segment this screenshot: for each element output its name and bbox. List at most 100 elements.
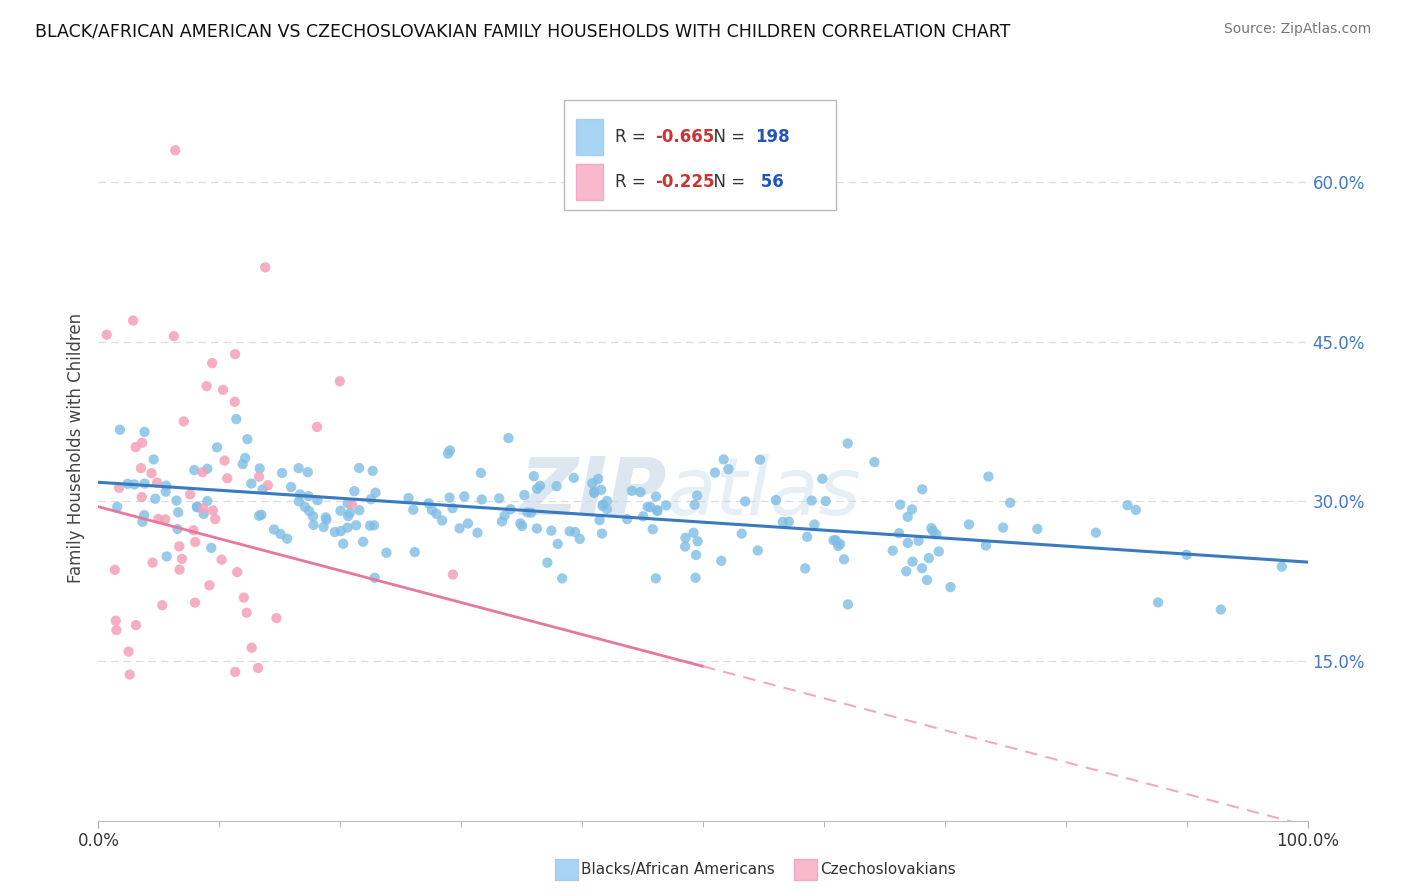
Point	[471, 492, 494, 507]
Point	[118, 667, 141, 681]
Bar	[794, 859, 817, 880]
Point	[901, 502, 924, 516]
Point	[516, 505, 538, 519]
Point	[122, 477, 145, 491]
Point	[247, 508, 270, 523]
Point	[811, 472, 834, 486]
Point	[163, 329, 186, 343]
Point	[329, 374, 352, 388]
Point	[887, 526, 910, 541]
Point	[343, 484, 366, 499]
Point	[925, 527, 948, 541]
Point	[911, 483, 934, 497]
Point	[1116, 498, 1139, 512]
Point	[173, 414, 195, 428]
Point	[547, 537, 569, 551]
Point	[224, 394, 246, 409]
Point	[631, 509, 654, 524]
Point	[108, 423, 131, 437]
Point	[142, 556, 165, 570]
Point	[193, 507, 215, 521]
Point	[494, 508, 516, 523]
Point	[336, 496, 359, 510]
Point	[212, 383, 235, 397]
Point	[211, 552, 233, 566]
Point	[551, 571, 574, 585]
Point	[526, 521, 548, 535]
Point	[682, 525, 704, 540]
Point	[457, 516, 479, 531]
Point	[165, 143, 187, 157]
Point	[616, 512, 638, 526]
Text: Source: ZipAtlas.com: Source: ZipAtlas.com	[1223, 22, 1371, 37]
Point	[939, 580, 962, 594]
Text: Czechoslovakians: Czechoslovakians	[820, 863, 956, 877]
Point	[1026, 522, 1049, 536]
Point	[731, 526, 754, 541]
Point	[889, 498, 911, 512]
Point	[217, 471, 239, 485]
Point	[441, 501, 464, 516]
Point	[439, 491, 461, 505]
Point	[583, 484, 606, 499]
Point	[247, 469, 270, 483]
Point	[141, 466, 163, 480]
Point	[568, 532, 591, 546]
Point	[800, 493, 823, 508]
Point	[195, 494, 218, 508]
Point	[184, 596, 207, 610]
Point	[329, 504, 352, 518]
FancyBboxPatch shape	[576, 119, 603, 155]
Point	[340, 497, 363, 511]
Point	[562, 471, 585, 485]
Point	[734, 494, 756, 508]
Point	[302, 509, 325, 524]
Point	[167, 505, 190, 519]
Point	[957, 517, 980, 532]
Point	[546, 479, 568, 493]
Point	[398, 491, 420, 505]
Point	[150, 598, 173, 612]
Point	[425, 507, 447, 521]
Point	[183, 463, 205, 477]
Point	[235, 606, 257, 620]
Point	[104, 563, 127, 577]
Text: ZIP: ZIP	[519, 454, 666, 532]
Point	[224, 665, 246, 679]
Point	[772, 515, 794, 529]
FancyBboxPatch shape	[576, 164, 603, 200]
Point	[214, 453, 236, 467]
Point	[645, 490, 668, 504]
Point	[337, 509, 360, 524]
Point	[749, 452, 772, 467]
Point	[312, 520, 335, 534]
Point	[224, 347, 246, 361]
Point	[404, 545, 426, 559]
Point	[134, 508, 156, 522]
Point	[685, 571, 707, 585]
Point	[794, 561, 817, 575]
Point	[280, 480, 302, 494]
Point	[232, 457, 254, 471]
Point	[257, 478, 280, 492]
Point	[288, 494, 311, 508]
Text: BLACK/AFRICAN AMERICAN VS CZECHOSLOVAKIAN FAMILY HOUSEHOLDS WITH CHILDREN CORREL: BLACK/AFRICAN AMERICAN VS CZECHOSLOVAKIA…	[35, 22, 1011, 40]
Point	[131, 490, 153, 504]
Point	[169, 563, 191, 577]
Point	[155, 512, 177, 526]
Point	[647, 504, 669, 518]
Point	[297, 489, 319, 503]
Point	[509, 516, 531, 531]
Text: 198: 198	[755, 128, 790, 146]
Point	[592, 499, 614, 513]
Point	[596, 502, 619, 516]
Point	[170, 552, 193, 566]
Point	[882, 543, 904, 558]
Point	[305, 420, 328, 434]
Point	[205, 441, 228, 455]
Point	[803, 517, 825, 532]
Point	[418, 496, 440, 510]
Point	[249, 461, 271, 475]
Point	[1147, 595, 1170, 609]
Point	[628, 485, 651, 500]
